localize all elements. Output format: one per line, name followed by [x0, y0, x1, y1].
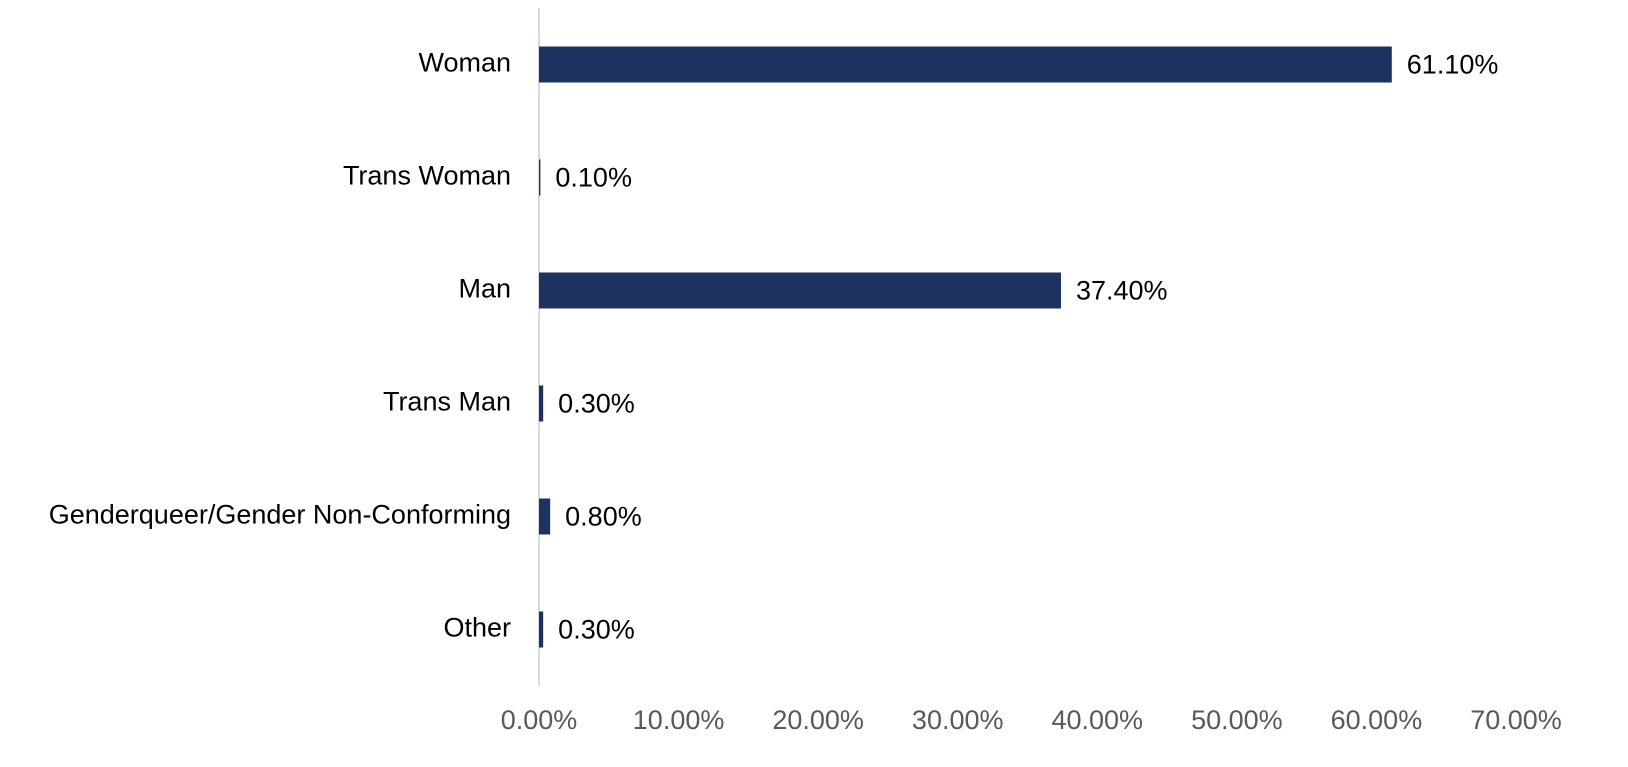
y-tick-label: Man: [458, 274, 511, 304]
x-tick-label: 10.00%: [633, 705, 725, 735]
data-label: 37.40%: [1076, 276, 1168, 306]
data-label: 61.10%: [1407, 50, 1499, 80]
y-tick-label: Woman: [418, 48, 511, 78]
y-tick-label: Trans Man: [383, 387, 511, 417]
data-label: 0.10%: [555, 163, 632, 193]
y-tick-label: Genderqueer/Gender Non-Conforming: [49, 500, 511, 530]
data-label: 0.80%: [565, 502, 642, 532]
x-tick-label: 20.00%: [772, 705, 864, 735]
data-label: 0.30%: [558, 389, 635, 419]
bar: [539, 385, 544, 422]
y-tick-label: Trans Woman: [343, 161, 511, 191]
x-tick-label: 40.00%: [1051, 705, 1143, 735]
data-label: 0.30%: [558, 615, 635, 645]
x-tick-label: 0.00%: [501, 705, 578, 735]
y-tick-label: Other: [443, 613, 511, 643]
x-tick-label: 60.00%: [1331, 705, 1423, 735]
x-tick-label: 70.00%: [1470, 705, 1562, 735]
x-tick-label: 50.00%: [1191, 705, 1283, 735]
x-tick-label: 30.00%: [912, 705, 1004, 735]
bar: [539, 611, 544, 648]
bar: [539, 159, 541, 196]
bar: [539, 46, 1392, 83]
bar: [539, 272, 1061, 309]
bar: [539, 498, 551, 535]
